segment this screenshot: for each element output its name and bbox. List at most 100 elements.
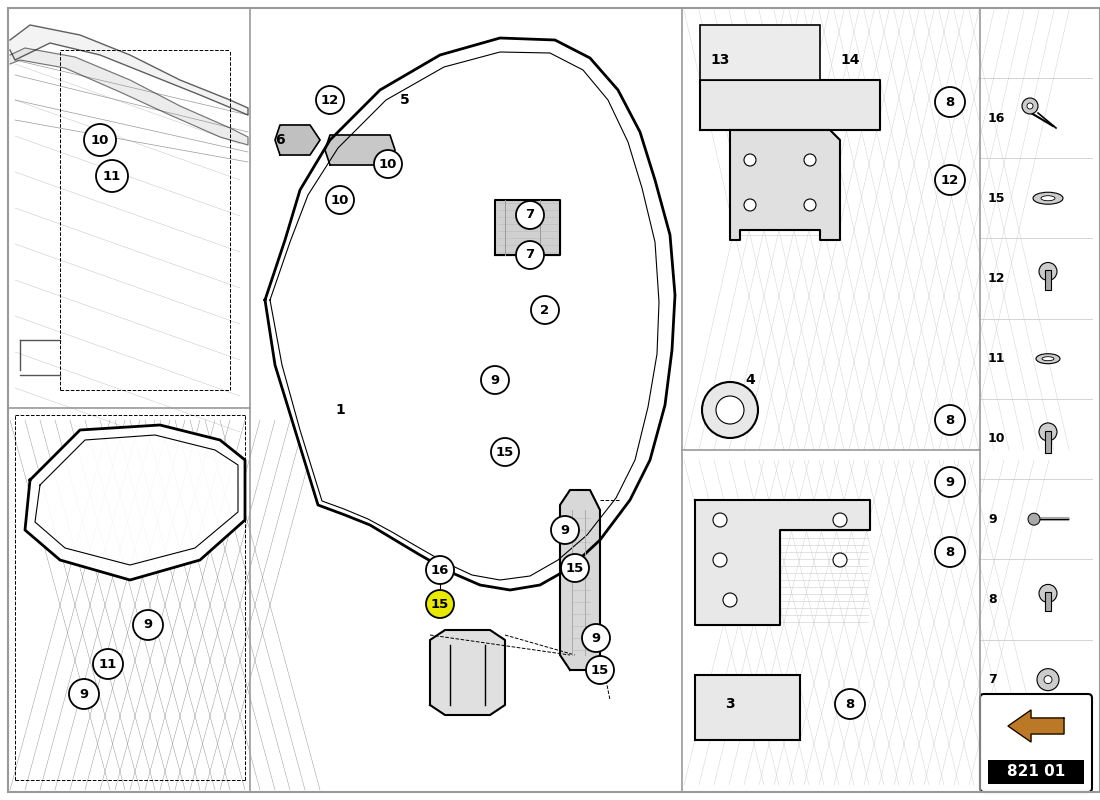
Text: 11: 11 — [99, 658, 117, 670]
Text: 15: 15 — [496, 446, 514, 458]
Polygon shape — [695, 500, 870, 625]
Text: 7: 7 — [988, 673, 997, 686]
Circle shape — [481, 366, 509, 394]
Circle shape — [935, 467, 965, 497]
Circle shape — [84, 124, 116, 156]
Circle shape — [94, 649, 123, 679]
Polygon shape — [275, 125, 320, 155]
Circle shape — [702, 382, 758, 438]
Circle shape — [426, 556, 454, 584]
Circle shape — [582, 624, 610, 652]
Circle shape — [713, 553, 727, 567]
Circle shape — [835, 689, 865, 719]
Text: 15: 15 — [988, 192, 1005, 205]
Text: 11: 11 — [988, 352, 1005, 366]
Text: 15: 15 — [565, 562, 584, 574]
Text: 16: 16 — [988, 111, 1005, 125]
Circle shape — [491, 438, 519, 466]
Circle shape — [326, 186, 354, 214]
Text: 6: 6 — [275, 133, 285, 147]
Text: 9: 9 — [560, 523, 570, 537]
Circle shape — [744, 199, 756, 211]
Ellipse shape — [1042, 357, 1054, 361]
Circle shape — [804, 154, 816, 166]
Circle shape — [1044, 676, 1052, 684]
Circle shape — [1022, 98, 1038, 114]
Circle shape — [744, 154, 756, 166]
Bar — [700, 25, 820, 80]
Circle shape — [531, 296, 559, 324]
Polygon shape — [700, 80, 880, 130]
Bar — [1045, 270, 1050, 290]
Circle shape — [516, 241, 544, 269]
Text: 3: 3 — [725, 697, 735, 711]
Text: 12: 12 — [940, 174, 959, 186]
Polygon shape — [10, 25, 248, 115]
Ellipse shape — [1033, 192, 1063, 204]
Text: 8: 8 — [846, 698, 855, 710]
Text: 12: 12 — [988, 272, 1005, 285]
Text: 821 01: 821 01 — [1006, 765, 1065, 779]
Text: 7: 7 — [526, 209, 535, 222]
Text: 10: 10 — [988, 433, 1005, 446]
Circle shape — [833, 553, 847, 567]
Ellipse shape — [1036, 354, 1060, 364]
Text: 15: 15 — [431, 598, 449, 610]
Text: 9: 9 — [143, 618, 153, 631]
Text: 9: 9 — [988, 513, 997, 526]
Text: 10: 10 — [378, 158, 397, 170]
Text: autoparts: autoparts — [360, 311, 660, 489]
Ellipse shape — [1041, 196, 1055, 201]
Circle shape — [723, 593, 737, 607]
Polygon shape — [265, 38, 675, 590]
Circle shape — [426, 590, 454, 618]
Text: 1: 1 — [336, 403, 345, 417]
Text: 16: 16 — [431, 563, 449, 577]
Text: 4: 4 — [745, 373, 755, 387]
Text: 9: 9 — [592, 631, 601, 645]
Circle shape — [561, 554, 588, 582]
Text: 7: 7 — [526, 249, 535, 262]
Text: 9: 9 — [491, 374, 499, 386]
Circle shape — [516, 201, 544, 229]
Text: 5: 5 — [400, 93, 410, 107]
Circle shape — [1037, 669, 1059, 690]
Polygon shape — [324, 135, 395, 165]
Circle shape — [1027, 103, 1033, 109]
Circle shape — [716, 396, 744, 424]
Text: 14: 14 — [840, 53, 860, 67]
Circle shape — [713, 513, 727, 527]
Polygon shape — [25, 425, 245, 580]
Circle shape — [374, 150, 401, 178]
Polygon shape — [730, 130, 840, 240]
Circle shape — [935, 87, 965, 117]
Polygon shape — [430, 630, 505, 715]
Text: 9: 9 — [945, 475, 955, 489]
Circle shape — [586, 656, 614, 684]
Text: 8: 8 — [988, 593, 997, 606]
Text: 8: 8 — [945, 95, 955, 109]
Bar — [1045, 593, 1050, 611]
Circle shape — [69, 679, 99, 709]
Circle shape — [1040, 585, 1057, 602]
Circle shape — [833, 513, 847, 527]
Polygon shape — [10, 48, 248, 145]
Text: 11: 11 — [103, 170, 121, 182]
Text: 2: 2 — [540, 303, 550, 317]
Text: 8: 8 — [945, 546, 955, 558]
Text: 8: 8 — [945, 414, 955, 426]
Text: 13: 13 — [711, 53, 729, 67]
Bar — [695, 675, 800, 740]
Polygon shape — [495, 200, 560, 255]
Circle shape — [551, 516, 579, 544]
Circle shape — [96, 160, 128, 192]
Text: 10: 10 — [91, 134, 109, 146]
Circle shape — [133, 610, 163, 640]
Circle shape — [935, 537, 965, 567]
Bar — [988, 760, 1084, 784]
Text: a passion for parts since 1985: a passion for parts since 1985 — [373, 390, 627, 521]
Text: 9: 9 — [79, 687, 89, 701]
Circle shape — [1028, 513, 1040, 525]
Circle shape — [316, 86, 344, 114]
Circle shape — [935, 165, 965, 195]
